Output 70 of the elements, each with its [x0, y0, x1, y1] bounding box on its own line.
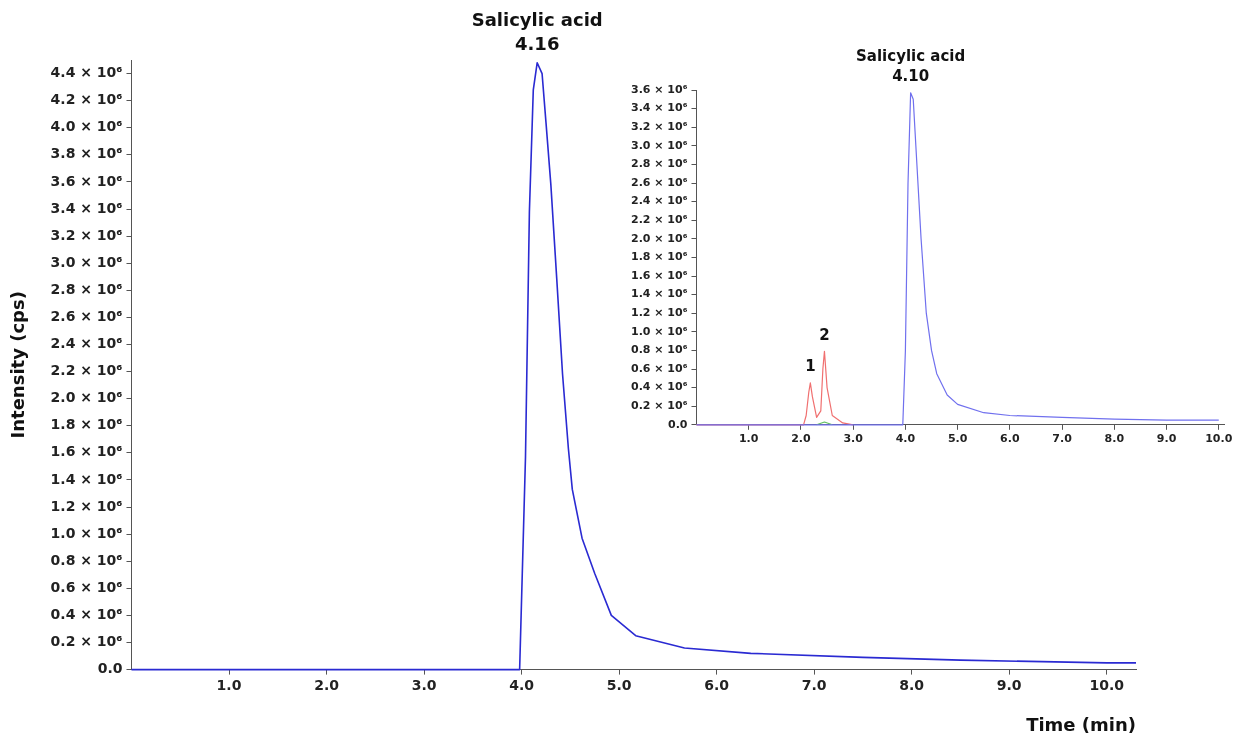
y-tick-label: 2.6 × 10⁶	[50, 308, 123, 325]
y-tick-label: 2.4 × 10⁶	[50, 335, 123, 352]
y-tick-label: 3.2 × 10⁶	[630, 120, 688, 134]
y-tick-label: 0.8 × 10⁶	[630, 343, 688, 357]
y-tick-label: 3.6 × 10⁶	[50, 172, 123, 189]
x-tick-label: 2.0	[314, 676, 340, 693]
x-tick-label: 4.0	[509, 676, 535, 693]
y-tick-label: 0.0	[97, 660, 123, 677]
y-tick-label: 3.4 × 10⁶	[630, 101, 688, 115]
y-tick-label: 4.4 × 10⁶	[50, 64, 123, 81]
y-tick-label: 0.0	[667, 417, 688, 431]
annotation: 2	[819, 325, 830, 344]
y-tick-label: 0.8 × 10⁶	[50, 551, 123, 568]
y-tick-label: 1.2 × 10⁶	[630, 306, 688, 320]
annotation: Salicylic acid	[856, 46, 966, 65]
x-axis-title: Time (min)	[1026, 713, 1136, 735]
y-tick-label: 2.2 × 10⁶	[630, 213, 688, 227]
y-tick-label: 1.8 × 10⁶	[50, 416, 123, 433]
y-tick-label: 3.0 × 10⁶	[630, 138, 688, 152]
x-tick-label: 3.0	[411, 676, 437, 693]
y-tick-label: 1.6 × 10⁶	[50, 443, 123, 460]
y-tick-label: 0.6 × 10⁶	[630, 361, 688, 375]
y-tick-label: 1.0 × 10⁶	[50, 524, 123, 541]
y-tick-label: 2.8 × 10⁶	[50, 280, 123, 297]
y-tick-label: 0.2 × 10⁶	[630, 399, 688, 413]
x-tick-label: 1.0	[738, 432, 759, 446]
y-tick-label: 3.2 × 10⁶	[50, 226, 123, 243]
y-tick-label: 2.6 × 10⁶	[630, 175, 688, 189]
x-tick-label: 3.0	[843, 432, 864, 446]
y-tick-label: 2.0 × 10⁶	[630, 231, 688, 245]
y-tick-label: 2.2 × 10⁶	[50, 362, 123, 379]
y-tick-label: 4.0 × 10⁶	[50, 118, 123, 135]
y-tick-label: 0.6 × 10⁶	[50, 578, 123, 595]
y-tick-label: 1.6 × 10⁶	[630, 268, 688, 282]
y-tick-label: 1.2 × 10⁶	[50, 497, 123, 514]
x-tick-label: 7.0	[1052, 432, 1073, 446]
x-tick-label: 6.0	[704, 676, 730, 693]
x-tick-label: 9.0	[996, 676, 1022, 693]
annotation: Salicylic acid	[471, 9, 603, 31]
x-tick-label: 7.0	[801, 676, 827, 693]
x-tick-label: 8.0	[899, 676, 925, 693]
x-tick-label: 5.0	[947, 432, 968, 446]
annotation: 1	[805, 357, 816, 376]
x-tick-label: 8.0	[1104, 432, 1125, 446]
x-tick-label: 4.0	[895, 432, 916, 446]
x-tick-label: 2.0	[791, 432, 812, 446]
y-tick-label: 4.2 × 10⁶	[50, 91, 123, 108]
y-tick-label: 3.8 × 10⁶	[50, 145, 123, 162]
y-tick-label: 2.4 × 10⁶	[630, 194, 688, 208]
y-tick-label: 0.4 × 10⁶	[630, 380, 688, 394]
x-tick-label: 6.0	[1000, 432, 1020, 446]
y-tick-label: 3.0 × 10⁶	[50, 253, 123, 270]
annotation: 4.16	[514, 33, 560, 55]
y-tick-label: 3.6 × 10⁶	[630, 82, 688, 96]
annotation: 4.10	[892, 67, 930, 86]
y-tick-label: 0.4 × 10⁶	[50, 606, 123, 623]
y-tick-label: 1.0 × 10⁶	[630, 324, 688, 338]
x-tick-label: 10.0	[1089, 676, 1125, 693]
y-tick-label: 2.0 × 10⁶	[50, 389, 123, 406]
y-axis-title: Intensity (cps)	[7, 291, 29, 439]
y-tick-label: 1.4 × 10⁶	[630, 287, 688, 301]
y-tick-label: 1.4 × 10⁶	[50, 470, 123, 487]
y-tick-label: 1.8 × 10⁶	[630, 250, 688, 264]
y-tick-label: 2.8 × 10⁶	[630, 157, 688, 171]
x-tick-label: 9.0	[1156, 432, 1177, 446]
y-tick-label: 3.4 × 10⁶	[50, 199, 123, 216]
x-tick-label: 10.0	[1205, 432, 1233, 446]
x-tick-label: 5.0	[606, 676, 632, 693]
x-tick-label: 1.0	[216, 676, 242, 693]
y-tick-label: 0.2 × 10⁶	[50, 633, 123, 650]
